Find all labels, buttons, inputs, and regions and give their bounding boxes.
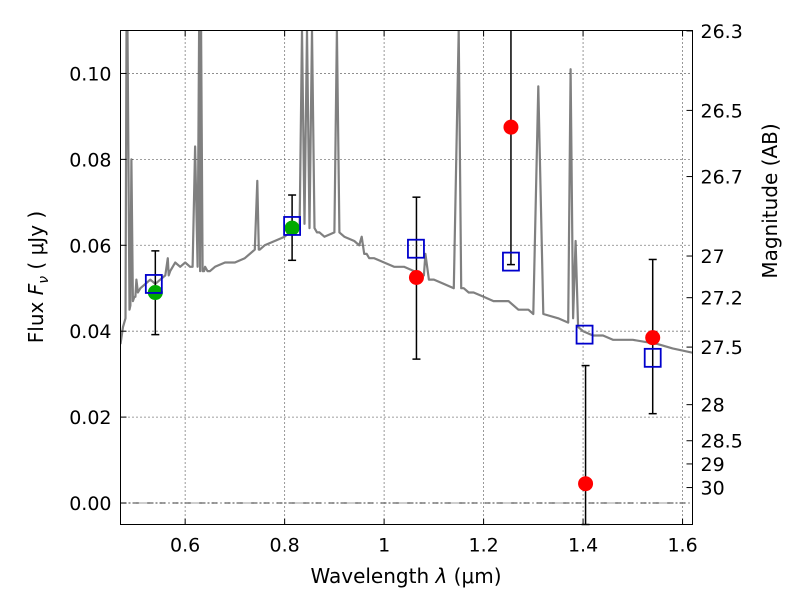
- sed-model-line: [120, 30, 693, 354]
- sed-curve: [120, 30, 693, 354]
- y-tick-label: 0.08: [69, 149, 111, 171]
- x-tick-label: 1.6: [667, 535, 697, 557]
- magnitude-tick-label: 27.2: [701, 288, 743, 310]
- magnitude-tick-label: 27: [701, 246, 725, 268]
- data-point: [578, 476, 594, 492]
- x-tick-label: 0.8: [270, 535, 300, 557]
- model-point-square: [144, 274, 163, 294]
- x-tick-label: 1: [378, 535, 390, 557]
- magnitude-axis-title: Magnitude (AB): [758, 123, 782, 278]
- magnitude-tick-label: 26.3: [701, 21, 743, 43]
- y-ticks: 0.00 0.02 0.04 0.06 0.08 0.10: [69, 63, 127, 515]
- magnitude-tick-label: 28: [701, 395, 725, 417]
- x-tick-label: 0.6: [170, 535, 200, 557]
- data-point: [284, 220, 300, 236]
- magnitude-tick-label: 29: [701, 454, 725, 476]
- model-point-square: [502, 251, 520, 272]
- magnitude-tick-label: 28.5: [701, 431, 743, 453]
- y-axis-title: Flux Fν ( μJy ): [24, 211, 52, 343]
- model-point-square: [575, 324, 594, 345]
- x-axis-title: Wavelength λ (μm): [310, 564, 501, 588]
- magnitude-tick-label: 27.5: [701, 337, 743, 359]
- magnitude-tick-label: 26.5: [701, 100, 743, 122]
- grid: [120, 30, 693, 525]
- data-point: [503, 119, 519, 135]
- model-point-square: [283, 216, 302, 236]
- magnitude-tick-label: 26.7: [701, 167, 743, 189]
- y-tick-label: 0.10: [69, 63, 111, 85]
- y-tick-label: 0.04: [69, 321, 111, 343]
- x-ticks: 0.6 0.8 1 1.2 1.4 1.6: [170, 30, 698, 557]
- data-points: [144, 119, 662, 492]
- y-tick-label: 0.00: [69, 493, 111, 515]
- data-point: [645, 330, 661, 346]
- y-tick-label: 0.02: [69, 407, 111, 429]
- plot-frame-border: [120, 30, 693, 525]
- x-tick-label: 1.4: [568, 535, 598, 557]
- data-point: [408, 270, 424, 285]
- model-point-square: [407, 238, 425, 259]
- x-tick-label: 1.2: [468, 535, 498, 557]
- model-point-square: [643, 347, 662, 368]
- plot-area: [120, 30, 693, 525]
- magnitude-tick-label: 30: [701, 478, 725, 500]
- y-tick-label: 0.06: [69, 235, 111, 257]
